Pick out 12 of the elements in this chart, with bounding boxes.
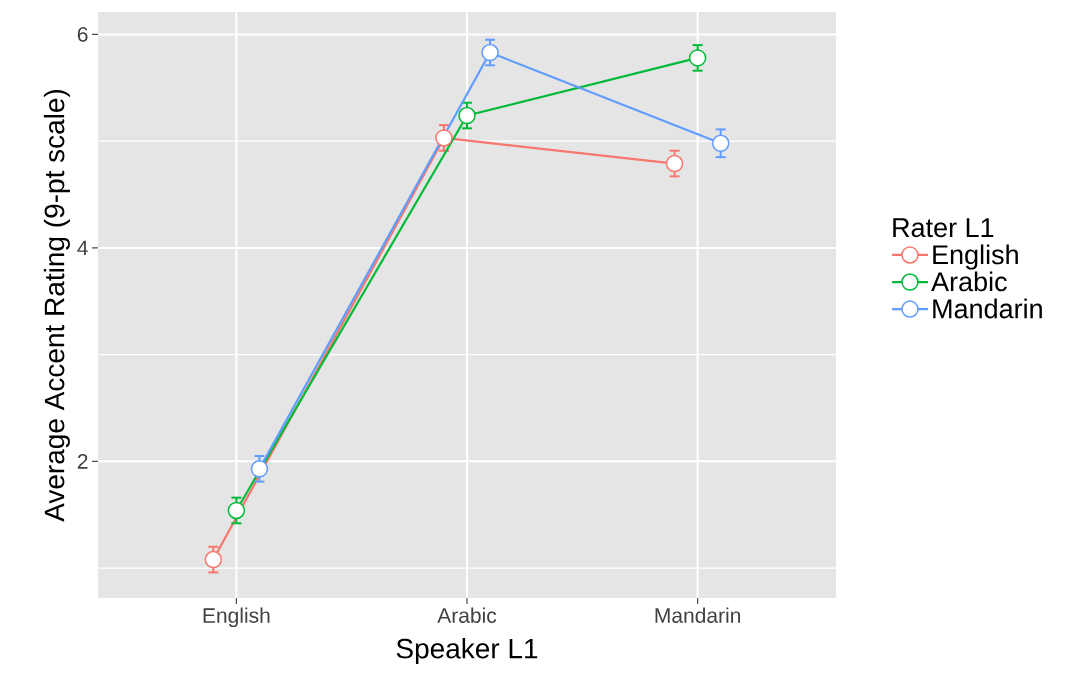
legend-title: Rater L1 [893, 218, 994, 238]
legend-label: English [933, 244, 1018, 270]
x-tick-label: Mandarin [655, 607, 741, 623]
x-tick-label: Arabic [437, 607, 497, 623]
x-tick-label: English [203, 607, 270, 628]
y-tick-label: 2 [77, 454, 88, 469]
y-tick-label: 6 [77, 26, 88, 42]
y-tick-label: 4 [77, 240, 88, 256]
x-axis-title: Speaker L1 [396, 637, 538, 665]
legend-label: Mandarin [933, 298, 1042, 319]
y-axis-title: Average Accent Rating (9-pt scale) [43, 89, 70, 522]
legend-label: Arabic [931, 271, 1007, 292]
